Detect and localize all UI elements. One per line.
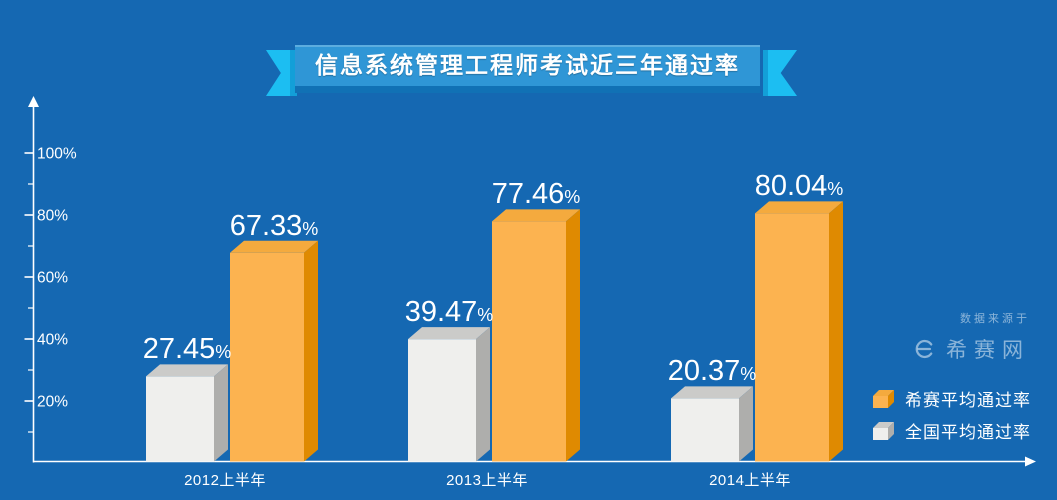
watermark-brand: 希赛网 xyxy=(946,339,1030,362)
legend-label-national: 全国平均通过率 xyxy=(905,423,1031,442)
bar-national-0 xyxy=(146,364,228,462)
bar-xisai-0 xyxy=(230,240,318,462)
y-axis-tick-label: 60% xyxy=(37,270,68,287)
y-axis-tick-label: 100% xyxy=(37,146,77,163)
title-ribbon: 信息系统管理工程师考试近三年通过率 xyxy=(0,0,1057,110)
title-banner: 信息系统管理工程师考试近三年通过率 xyxy=(295,45,760,93)
bar-national-1 xyxy=(408,327,490,462)
watermark: 数据来源于 希赛网 xyxy=(914,310,1030,364)
xisai-e-logo-icon xyxy=(915,339,933,359)
x-axis-arrow-icon xyxy=(1025,456,1036,467)
y-axis-arrow-icon xyxy=(28,96,39,107)
bar-xisai-2 xyxy=(755,201,843,462)
y-axis-tick-label: 80% xyxy=(37,208,68,225)
bar-xisai-1 xyxy=(492,209,580,462)
legend: 希赛平均通过率 全国平均通过率 xyxy=(873,386,1031,450)
legend-label-xisai: 希赛平均通过率 xyxy=(905,391,1031,410)
y-axis-tick-label: 40% xyxy=(37,332,68,349)
watermark-source-label: 数据来源于 xyxy=(960,313,1030,325)
legend-item-xisai: 希赛平均通过率 xyxy=(873,386,1031,411)
y-axis-tick-label: 20% xyxy=(37,394,68,411)
chart-title: 信息系统管理工程师考试近三年通过率 xyxy=(315,52,740,78)
bar-national-2 xyxy=(671,386,753,462)
legend-item-national: 全国平均通过率 xyxy=(873,418,1031,443)
white-cube-icon xyxy=(873,421,894,440)
orange-cube-icon xyxy=(873,389,894,408)
